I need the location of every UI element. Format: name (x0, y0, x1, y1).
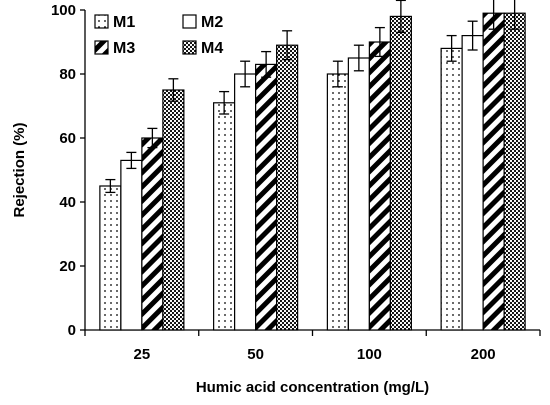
bar-m4-50 (276, 44, 299, 331)
bar-m4-200 (503, 12, 526, 331)
x-tick-label: 25 (134, 346, 151, 363)
y-tick-label: 100 (51, 2, 76, 19)
y-tick-label: 0 (68, 322, 76, 339)
legend-swatch-m2 (182, 14, 197, 29)
bars (99, 12, 526, 331)
bar-m3-25 (141, 137, 164, 331)
x-tick-label: 50 (247, 346, 264, 363)
legend-swatch-m4 (182, 40, 197, 55)
bar-m2-25 (120, 159, 143, 331)
bar-m4-100 (389, 15, 412, 331)
y-tick-label: 80 (59, 66, 76, 83)
legend-label-m1: M1 (113, 14, 135, 31)
bar-m2-50 (234, 73, 257, 331)
bar-m3-100 (368, 41, 391, 331)
bar-m1-200 (440, 47, 463, 331)
axes: 0 20 40 60 80 100 25 50 100 200 (51, 2, 541, 363)
bar-m1-100 (326, 73, 349, 331)
legend-label-m3: M3 (113, 40, 135, 57)
legend-swatch-m3 (94, 40, 109, 55)
legend-label-m2: M2 (201, 14, 223, 31)
bar-m1-50 (213, 102, 236, 331)
y-axis-title: Rejection (%) (11, 122, 28, 217)
x-axis-title: Humic acid concentration (mg/L) (196, 379, 429, 396)
y-tick-label: 20 (59, 258, 76, 275)
bar-m2-200 (461, 34, 484, 331)
x-tick-label: 100 (357, 346, 382, 363)
y-tick-label: 60 (59, 130, 76, 147)
bar-m4-25 (162, 89, 185, 331)
y-tick-label: 40 (59, 194, 76, 211)
error-bars (105, 0, 520, 194)
bar-m2-100 (347, 57, 370, 331)
bar-m3-50 (255, 63, 278, 331)
x-tick-label: 200 (471, 346, 496, 363)
bar-m3-200 (482, 12, 505, 331)
bar-m1-25 (99, 185, 122, 331)
legend-label-m4: M4 (201, 40, 223, 57)
legend: M1 M2 M3 M4 (94, 14, 223, 57)
legend-swatch-m1 (94, 14, 109, 29)
